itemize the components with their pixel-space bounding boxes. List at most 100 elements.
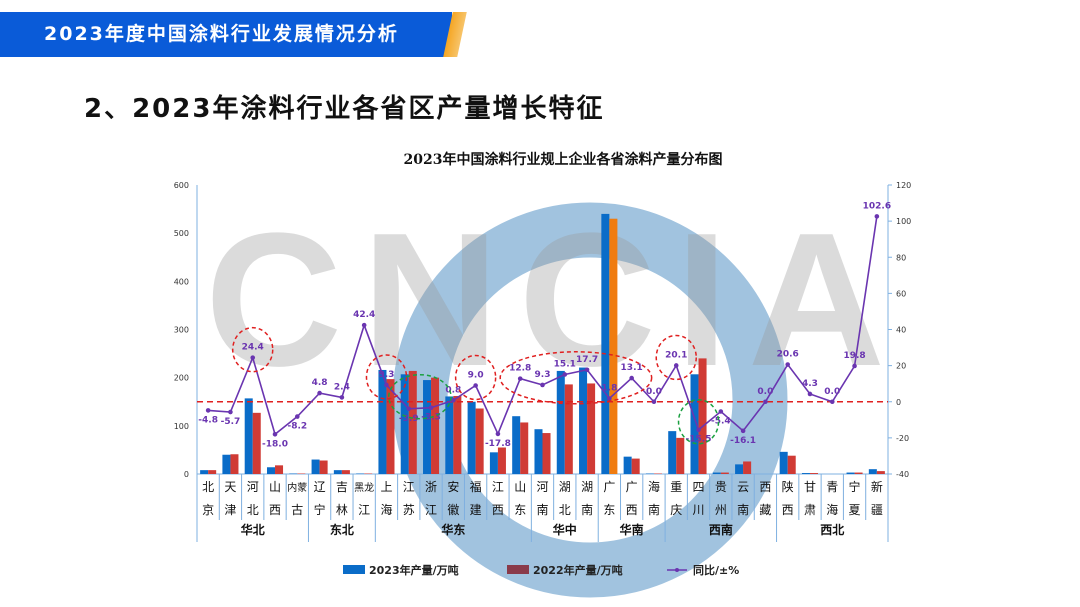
- growth-label: -18.0: [262, 439, 288, 449]
- bar-2022: [743, 461, 752, 474]
- category-label-top: 安: [447, 479, 459, 494]
- bar-2022: [341, 470, 350, 474]
- growth-point: [406, 406, 412, 412]
- category-label-top: 青: [826, 480, 838, 494]
- bar-2022: [475, 408, 484, 474]
- category-label-bottom: 徽: [447, 502, 459, 517]
- annotation-circle: [655, 334, 697, 381]
- annotation-circle: [454, 354, 497, 401]
- right-tick-label: 40: [896, 326, 906, 335]
- bar-2022: [252, 412, 261, 474]
- legend-swatch: [343, 565, 365, 574]
- category-label-top: 西: [759, 480, 771, 494]
- category-label-bottom: 肃: [804, 503, 816, 517]
- category-label-top: 河: [536, 480, 548, 494]
- bar-2022: [587, 383, 596, 474]
- growth-point: [228, 409, 233, 415]
- region-label: 西南: [709, 522, 733, 537]
- bar-2023: [400, 374, 409, 474]
- growth-point: [829, 399, 835, 405]
- left-tick-label: 200: [174, 374, 189, 383]
- category-label-bottom: 苏: [403, 503, 415, 517]
- category-label-bottom: 夏: [849, 503, 861, 517]
- growth-label: 0.0: [824, 387, 840, 397]
- category-label-bottom: 北: [247, 503, 259, 517]
- category-label-bottom: 古: [291, 502, 303, 517]
- bar-2023: [712, 472, 721, 474]
- bar-2022: [676, 437, 685, 474]
- growth-point: [495, 431, 501, 437]
- region-label: 华东: [441, 522, 465, 537]
- bar-2022: [631, 458, 640, 474]
- growth-label: 19.8: [843, 351, 865, 361]
- category-label-bottom: 宁: [314, 502, 326, 517]
- growth-point: [852, 363, 857, 369]
- growth-label: 4.3: [802, 379, 818, 389]
- bar-2022: [319, 460, 328, 474]
- growth-label: 0.0: [757, 387, 773, 397]
- growth-point: [428, 405, 434, 411]
- category-label-top: 福: [470, 479, 482, 494]
- category-label-bottom: 南: [581, 502, 593, 517]
- bar-2023: [556, 370, 565, 474]
- growth-point: [361, 322, 367, 328]
- category-label-top: 云: [737, 480, 749, 494]
- growth-label: -16.1: [730, 436, 756, 446]
- growth-label: -8.2: [287, 422, 307, 432]
- category-label-top: 江: [492, 480, 504, 494]
- category-label-bottom: 西: [626, 503, 638, 517]
- category-label-top: 黑龙: [354, 481, 374, 494]
- growth-label: -15.5: [686, 435, 712, 445]
- category-label-bottom: 林: [336, 503, 348, 517]
- right-tick-label: 20: [896, 362, 906, 371]
- growth-label: 12.8: [509, 364, 531, 374]
- right-tick-label: 100: [896, 217, 911, 226]
- growth-label: 0.0: [646, 387, 662, 397]
- right-tick-label: 120: [896, 181, 911, 190]
- bar-2023: [445, 396, 454, 474]
- growth-label: 20.1: [665, 350, 687, 360]
- bar-2022: [230, 454, 239, 474]
- annotation-circle: [499, 351, 653, 405]
- bar-2023: [200, 470, 209, 474]
- growth-label: 42.4: [353, 310, 375, 320]
- bar-2022: [542, 433, 551, 474]
- bar-2022: [854, 472, 863, 474]
- bar-2022: [453, 395, 462, 474]
- growth-point: [339, 395, 345, 400]
- bar-2023: [846, 472, 855, 474]
- bar-2022: [431, 377, 440, 474]
- growth-point: [807, 391, 813, 397]
- growth-label: 4.8: [312, 378, 328, 388]
- region-label: 西北: [820, 522, 844, 537]
- category-label-top: 贵: [715, 480, 727, 494]
- category-label-bottom: 南: [648, 502, 660, 517]
- bar-2023: [244, 398, 253, 474]
- growth-point: [785, 362, 790, 367]
- category-label-top: 陕: [782, 479, 794, 494]
- growth-point: [718, 409, 724, 414]
- region-label: 东北: [330, 522, 354, 537]
- category-label-bottom: 东: [603, 503, 615, 517]
- legend-label: 2023年产量/万吨: [369, 563, 459, 577]
- bar-2022: [520, 422, 529, 474]
- growth-point: [295, 414, 300, 419]
- bar-2023: [579, 367, 588, 474]
- bar-2023: [423, 380, 432, 474]
- left-tick-label: 400: [174, 277, 189, 286]
- category-label-top: 北: [202, 480, 214, 494]
- annotation-circle: [677, 398, 720, 445]
- bar-2022: [386, 379, 395, 474]
- bar-2023: [266, 467, 276, 474]
- bar-2023: [467, 401, 476, 474]
- bar-2023: [489, 452, 498, 474]
- category-label-top: 四: [693, 480, 705, 494]
- bar-2023: [222, 454, 231, 474]
- bar-2023: [601, 213, 610, 474]
- left-tick-label: 600: [174, 181, 189, 190]
- category-label-bottom: 江: [425, 503, 437, 517]
- growth-point: [629, 375, 634, 381]
- bar-2022: [208, 470, 217, 474]
- growth-point: [607, 396, 612, 401]
- growth-label: 9.3: [378, 370, 394, 380]
